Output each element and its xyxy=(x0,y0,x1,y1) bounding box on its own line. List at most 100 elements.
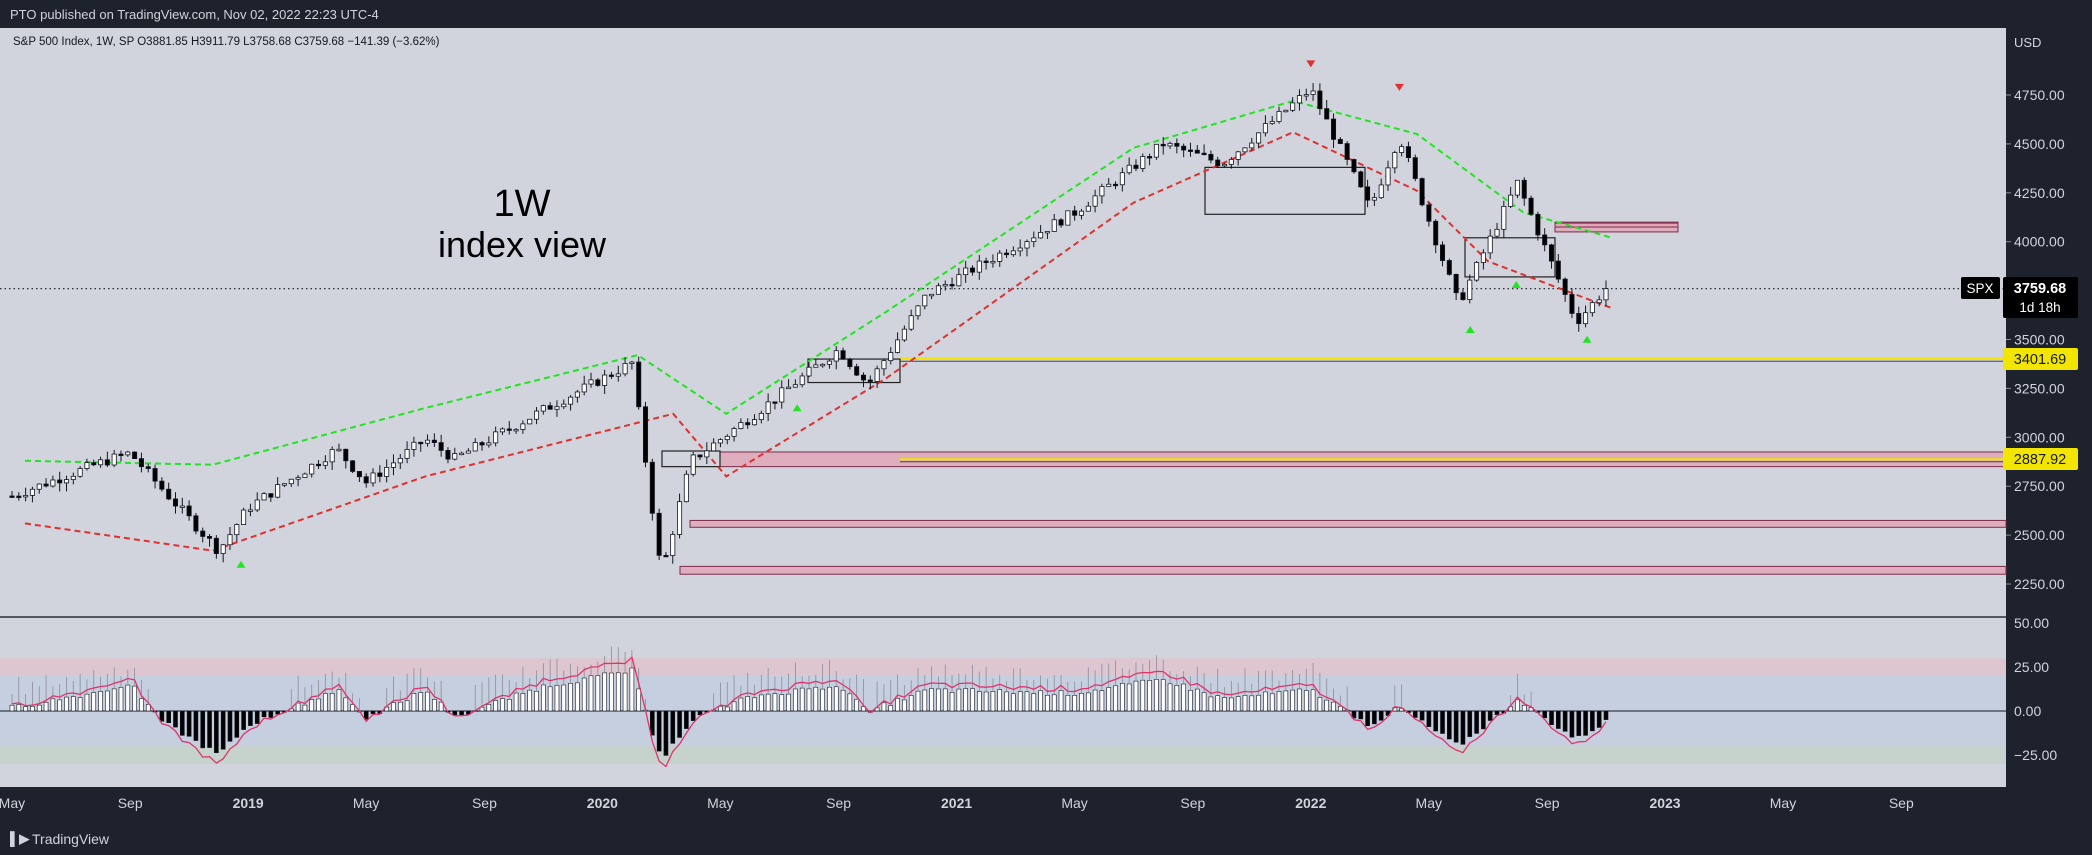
osc-bar xyxy=(718,706,723,712)
osc-bar xyxy=(636,688,642,712)
osc-bar xyxy=(1487,710,1493,721)
candle-body xyxy=(452,453,458,460)
osc-bar xyxy=(677,710,682,738)
candle-body xyxy=(670,534,676,556)
osc-bar xyxy=(179,710,185,736)
candle-body xyxy=(166,488,172,500)
level-tag-2-text: 2887.92 xyxy=(2014,452,2066,468)
osc-bar xyxy=(765,693,771,712)
osc-bar xyxy=(520,693,526,712)
osc-bar xyxy=(1072,695,1077,712)
osc-bar xyxy=(915,690,921,712)
tradingview-brand[interactable]: TradingView xyxy=(32,831,110,847)
candle-body xyxy=(881,360,887,370)
candle-body xyxy=(779,387,785,403)
osc-bar xyxy=(902,699,907,712)
osc-bar xyxy=(547,686,553,712)
osc-bar xyxy=(888,705,894,712)
osc-bar xyxy=(1283,690,1289,712)
candle-body xyxy=(186,505,192,517)
price-tick-label: 3000.00 xyxy=(2014,429,2065,445)
candle-body xyxy=(1324,108,1330,120)
osc-bar xyxy=(118,687,124,712)
spx-price-tag[interactable]: SPX 3759.68 1d 18h xyxy=(1961,277,2078,318)
time-tick-label: Sep xyxy=(118,795,143,811)
osc-bar xyxy=(1085,692,1091,712)
osc-bar xyxy=(186,710,192,737)
osc-bar xyxy=(745,696,750,712)
osc-bar xyxy=(1215,695,1221,712)
annotation-line2: index view xyxy=(438,224,607,265)
osc-bar xyxy=(261,710,267,718)
candle-body xyxy=(1487,235,1493,254)
osc-bar xyxy=(71,696,76,712)
osc-bar xyxy=(513,692,519,712)
candle-body xyxy=(459,452,465,456)
candle-body xyxy=(1569,294,1575,314)
candle-body xyxy=(561,403,567,408)
candle-body xyxy=(1371,197,1377,201)
osc-bar xyxy=(1079,693,1084,712)
candle-body xyxy=(36,483,42,490)
spx-countdown: 1d 18h xyxy=(2019,300,2060,315)
time-tick-label: May xyxy=(0,795,25,811)
level-tag-2[interactable]: 2887.92 xyxy=(2003,448,2078,470)
osc-bar xyxy=(1113,685,1118,712)
osc-bar xyxy=(1317,697,1323,712)
osc-bar xyxy=(77,697,83,712)
candle-body xyxy=(1392,152,1398,169)
candle-body xyxy=(704,450,710,458)
osc-bar xyxy=(1160,679,1166,712)
osc-bar xyxy=(568,683,573,712)
osc-bar xyxy=(411,693,417,712)
candle-body xyxy=(70,475,76,480)
osc-bar xyxy=(227,710,233,742)
level-tag-1[interactable]: 3401.69 xyxy=(2003,348,2078,370)
candle-body xyxy=(336,448,342,452)
candle-body xyxy=(915,305,921,317)
osc-bar xyxy=(111,688,117,712)
candle-body xyxy=(935,285,941,295)
candle-body xyxy=(132,451,138,459)
osc-bar xyxy=(970,688,975,712)
candle-body xyxy=(751,419,758,426)
osc-bar xyxy=(1331,701,1336,712)
candle-body xyxy=(969,267,975,273)
osc-bar xyxy=(459,710,464,716)
osc-bar xyxy=(793,688,798,712)
candle-body xyxy=(302,473,308,478)
candle-body xyxy=(1174,142,1180,147)
oscillator xyxy=(9,646,1609,768)
osc-bar xyxy=(1126,683,1132,712)
candle-body xyxy=(690,454,696,475)
osc-bar xyxy=(786,693,791,712)
osc-bar xyxy=(1583,710,1588,736)
osc-bar xyxy=(125,684,131,712)
osc-bar xyxy=(561,684,567,712)
candle-body xyxy=(1092,195,1098,207)
price-tick-label: 2500.00 xyxy=(2014,527,2065,543)
candle-body xyxy=(384,467,390,477)
candle-body xyxy=(486,442,492,446)
candle-body xyxy=(656,512,662,556)
osc-bar xyxy=(1222,697,1227,712)
osc-bar xyxy=(1017,691,1023,712)
osc-bar xyxy=(895,697,900,712)
osc-bar xyxy=(506,698,512,712)
osc-bar xyxy=(329,693,335,712)
candle-body xyxy=(629,361,635,364)
osc-bar xyxy=(929,688,934,712)
candle-body xyxy=(1501,205,1507,230)
osc-bar xyxy=(404,700,410,712)
osc-bar xyxy=(1181,683,1186,712)
candle-body xyxy=(717,439,723,444)
osc-bar xyxy=(1133,680,1139,712)
time-tick-label: May xyxy=(1770,795,1796,811)
zone-box xyxy=(679,565,2007,575)
osc-bar xyxy=(105,690,110,712)
candle-body xyxy=(1222,163,1228,167)
candle-body xyxy=(622,363,628,375)
candle-body xyxy=(145,466,151,469)
candle-body xyxy=(840,350,846,360)
